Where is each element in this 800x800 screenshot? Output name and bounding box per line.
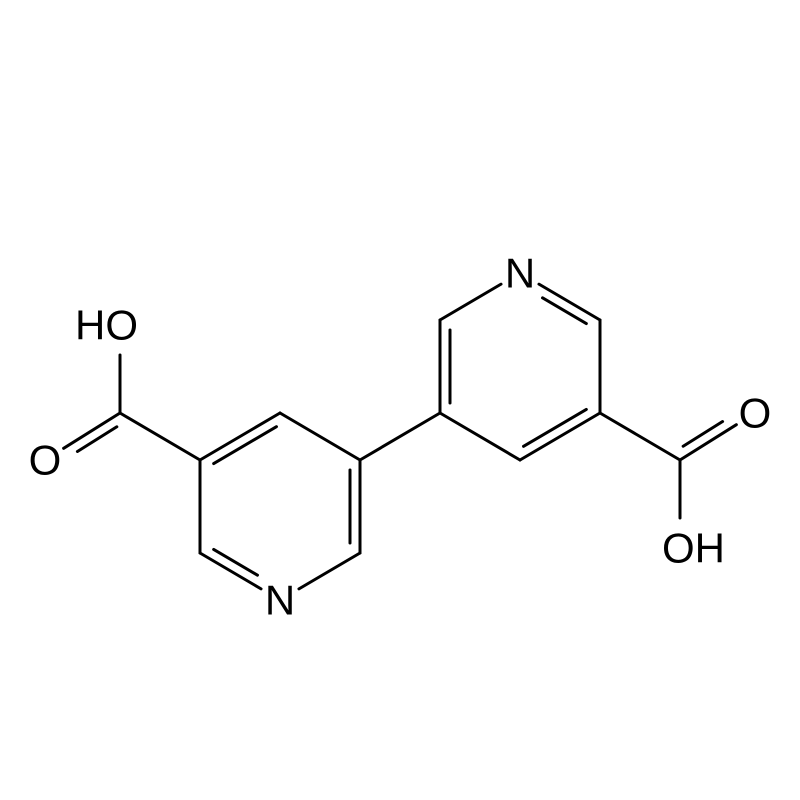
bond-inner	[214, 549, 258, 575]
bond-inner	[543, 298, 587, 324]
atom-label: OH	[662, 525, 725, 572]
bond	[440, 413, 520, 460]
bond	[280, 413, 360, 460]
bond	[120, 413, 200, 460]
atom-label: O	[29, 437, 62, 484]
bond	[600, 413, 680, 460]
bond-inner	[77, 427, 116, 452]
atom-label: HO	[75, 302, 138, 349]
atom-label: O	[739, 390, 772, 437]
bond	[440, 284, 501, 320]
bond-inner	[683, 422, 722, 447]
atom-label: N	[265, 577, 295, 624]
bond	[360, 413, 440, 460]
atom-label: N	[505, 250, 535, 297]
bond	[520, 413, 600, 460]
bond	[200, 413, 280, 460]
bond	[299, 553, 360, 589]
bonds-group	[64, 284, 737, 589]
molecule-diagram: N O HO N O OH	[0, 0, 800, 800]
